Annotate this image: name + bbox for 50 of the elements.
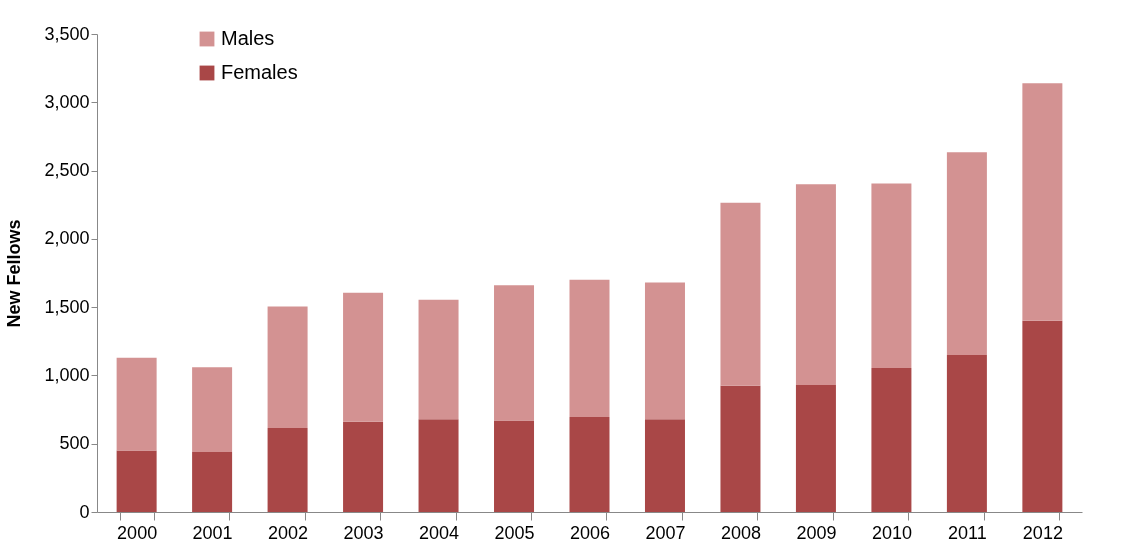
bar bbox=[192, 451, 233, 512]
bar bbox=[795, 184, 836, 385]
y-tick-label: 0 bbox=[79, 501, 90, 522]
bar bbox=[192, 367, 233, 452]
y-tick-label: 1,000 bbox=[44, 364, 90, 385]
bar bbox=[569, 417, 610, 512]
x-tick-label: 2011 bbox=[948, 522, 987, 543]
y-tick-label: 3,500 bbox=[44, 23, 90, 44]
bar bbox=[644, 282, 685, 420]
bar bbox=[644, 419, 685, 512]
x-tick-label: 2005 bbox=[494, 522, 535, 543]
x-tick-label: 2001 bbox=[192, 522, 233, 543]
x-tick-label: 2009 bbox=[796, 522, 837, 543]
bar bbox=[946, 152, 987, 355]
legend-label: Females bbox=[221, 61, 298, 83]
bar bbox=[418, 419, 459, 512]
bar bbox=[720, 385, 761, 512]
bar bbox=[871, 183, 912, 368]
x-tick-label: 2004 bbox=[419, 522, 460, 543]
y-tick-label: 3,000 bbox=[44, 91, 90, 112]
bar bbox=[116, 357, 157, 451]
x-tick-label: 2002 bbox=[268, 522, 309, 543]
bar bbox=[267, 428, 308, 512]
x-tick-label: 2000 bbox=[117, 522, 158, 543]
bar bbox=[871, 367, 912, 512]
bar bbox=[494, 285, 535, 421]
bar bbox=[343, 421, 384, 512]
x-tick-label: 2010 bbox=[871, 522, 912, 543]
bar bbox=[1022, 83, 1063, 321]
bar bbox=[494, 420, 535, 512]
bar bbox=[946, 354, 987, 512]
y-tick-label: 2,500 bbox=[44, 160, 90, 181]
x-tick-label: 2006 bbox=[569, 522, 611, 543]
x-tick-label: 2012 bbox=[1022, 522, 1063, 543]
bar bbox=[418, 299, 459, 420]
x-tick-label: 2007 bbox=[645, 522, 686, 543]
bar bbox=[720, 202, 761, 386]
y-tick-label: 2,000 bbox=[44, 228, 90, 249]
bar bbox=[343, 292, 384, 422]
bar bbox=[1022, 320, 1063, 512]
y-axis-title: New Fellows bbox=[4, 219, 25, 328]
x-tick-label: 2003 bbox=[343, 522, 384, 543]
bar bbox=[116, 450, 157, 512]
legend-label: Males bbox=[221, 27, 275, 49]
x-tick-label: 2008 bbox=[720, 522, 761, 543]
bar bbox=[795, 384, 836, 512]
bar bbox=[267, 306, 308, 429]
y-tick-label: 1,500 bbox=[44, 296, 90, 317]
y-tick-label: 500 bbox=[59, 433, 90, 454]
bar bbox=[569, 279, 610, 418]
